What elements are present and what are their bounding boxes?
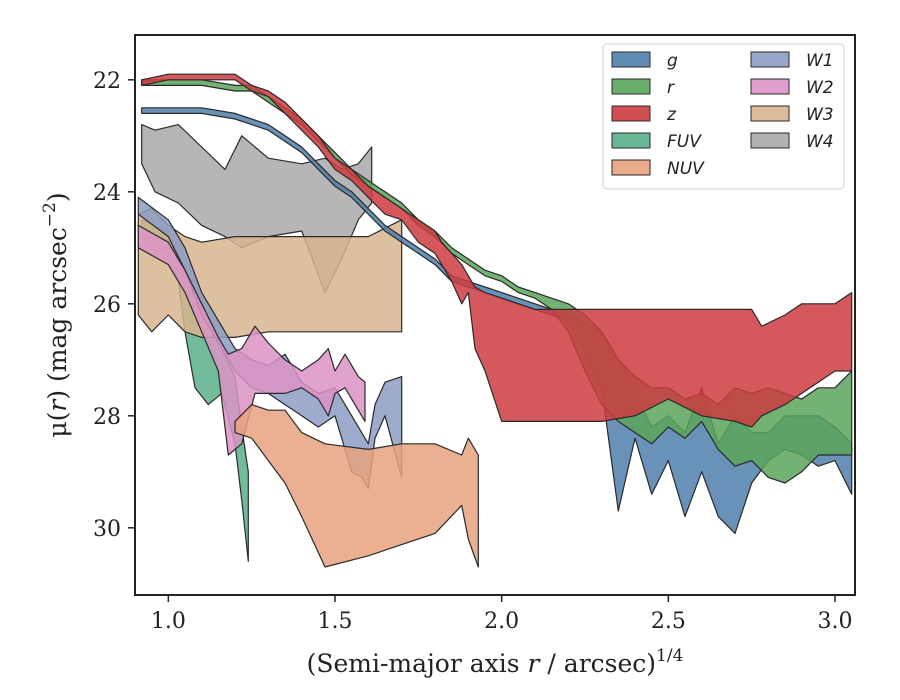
x-tick-label: 3.0: [818, 609, 853, 634]
legend-label-z: z: [666, 105, 677, 125]
legend-swatch-r: [611, 78, 651, 95]
x-tick-label: 1.5: [318, 609, 353, 634]
legend-swatch-z: [611, 105, 651, 122]
legend-label-nuv: NUV: [667, 159, 705, 179]
legend-label-r: r: [667, 78, 675, 98]
x-tick-label: 1.0: [151, 609, 186, 634]
y-tick-label: 30: [93, 517, 121, 542]
x-axis-title-var: r: [528, 649, 542, 678]
legend-swatch-nuv: [611, 159, 651, 176]
y-axis-title: μ(r) (mag arcsec−2): [40, 192, 72, 437]
y-tick-label: 28: [93, 405, 121, 430]
legend-label-w4: W4: [806, 132, 834, 152]
band-z: [141, 73, 853, 428]
ticks-layer: 1.0 1.5 2.0 2.5 3.0 22 24 26 28 30: [93, 69, 853, 634]
y-axis-title-pre: μ(: [43, 412, 72, 438]
y-axis-title-end: ): [43, 192, 72, 202]
legend-swatch-w1: [750, 51, 790, 68]
x-axis-title-pre: (Semi-major axis: [307, 649, 528, 678]
legend: grz FUV NUV W1 W2 W3 W4: [602, 43, 845, 190]
legend-label-w2: W2: [806, 78, 834, 98]
x-tick-label: 2.0: [484, 609, 519, 634]
legend-swatch-w3: [750, 105, 790, 122]
x-axis-title-sup: 1/4: [656, 646, 683, 666]
legend-label-g: g: [667, 51, 678, 71]
legend-swatch-fuv: [611, 132, 651, 149]
legend-swatch-w4: [750, 132, 790, 149]
plot-frame: [134, 34, 856, 596]
legend-swatch-w2: [750, 78, 790, 95]
y-axis-title-post: ) (mag arcsec: [43, 227, 72, 400]
x-tick-label: 2.5: [651, 609, 686, 634]
series-layer: [137, 73, 853, 568]
x-axis-title-post: / arcsec): [539, 649, 656, 678]
x-axis-title: (Semi-major axis r / arcsec)1/4: [307, 646, 684, 678]
y-axis-title-var: r: [43, 398, 72, 412]
band-nuv: [234, 404, 479, 568]
y-axis-title-sup: −2: [40, 202, 60, 227]
y-tick-label: 22: [93, 69, 121, 94]
legend-swatch-g: [611, 51, 651, 68]
legend-label-w1: W1: [806, 51, 834, 71]
y-tick-label: 24: [93, 181, 121, 206]
band-w2: [137, 224, 366, 456]
legend-label-fuv: FUV: [667, 132, 702, 152]
y-tick-label: 26: [93, 293, 121, 318]
legend-label-w3: W3: [806, 105, 834, 125]
